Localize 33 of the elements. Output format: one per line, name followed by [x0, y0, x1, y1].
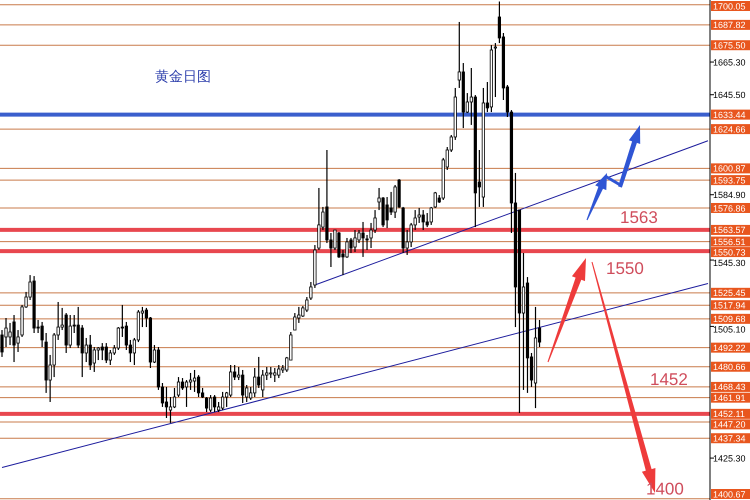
ref-line-label: 1556.51	[713, 236, 746, 247]
ref-line-label: 1509.68	[713, 314, 746, 324]
ref-line-label: 1525.45	[713, 288, 746, 298]
ref-line-label: 1492.22	[713, 342, 746, 353]
y-tick-label: 1545.30	[713, 258, 746, 268]
ref-line-label: 1563.57	[713, 225, 746, 236]
ref-line-label: 1600.87	[713, 164, 746, 174]
ref-line-label: 1452.11	[713, 409, 745, 420]
ref-line-label: 1437.34	[713, 434, 746, 444]
annotation: 1400	[646, 480, 684, 499]
ref-line-label: 1400.67	[713, 489, 746, 500]
ref-line-label: 1675.50	[713, 40, 746, 51]
y-tick-label: 1505.10	[713, 324, 746, 335]
ref-line-label: 1461.91	[713, 392, 746, 403]
ref-line-label: 1517.94	[713, 300, 746, 311]
annotation: 1550	[606, 259, 644, 278]
ref-line-label: 1700.05	[713, 1, 746, 12]
ref-line-label: 1633.44	[713, 110, 746, 120]
ref-line-label: 1624.66	[713, 124, 746, 134]
text: 黄金日图	[155, 68, 211, 84]
annotation: 1452	[650, 370, 688, 389]
y-tick-label: 1425.30	[713, 453, 746, 464]
ref-line-label: 1468.43	[713, 382, 746, 392]
ref-line-label: 1480.66	[713, 362, 746, 372]
annotation: 1563	[620, 208, 658, 227]
y-tick-label: 1645.50	[713, 90, 746, 100]
ref-line-label: 1576.86	[713, 203, 746, 214]
y-tick-label: 1665.30	[713, 57, 746, 68]
ref-line-label: 1593.75	[713, 175, 746, 186]
ref-line-label: 1447.20	[713, 420, 746, 430]
y-tick-label: 1584.90	[713, 190, 746, 200]
ref-line-label: 1687.82	[713, 20, 746, 30]
ref-line-label: 1550.73	[713, 247, 746, 258]
